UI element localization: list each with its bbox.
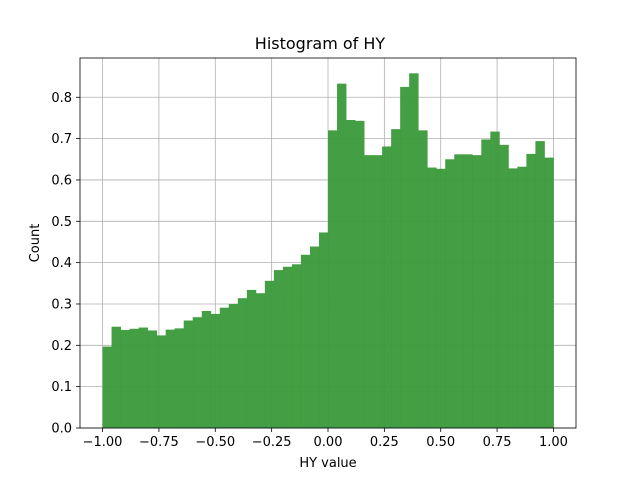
histogram-bar bbox=[364, 155, 374, 429]
histogram-bar bbox=[273, 270, 284, 428]
histogram-bar bbox=[291, 264, 302, 428]
histogram-bar bbox=[427, 167, 437, 428]
histogram-bar bbox=[282, 266, 293, 428]
x-tick-label: 0.25 bbox=[370, 435, 399, 450]
histogram-bar bbox=[508, 168, 518, 428]
histogram-bar bbox=[454, 154, 464, 428]
y-tick-label: 0.5 bbox=[51, 215, 72, 230]
x-tick-label: −0.25 bbox=[252, 435, 292, 450]
histogram-bar bbox=[174, 328, 185, 428]
x-tick-label: 0.75 bbox=[483, 435, 512, 450]
histogram-bar bbox=[544, 157, 554, 428]
histogram-bar bbox=[355, 120, 365, 429]
x-tick-label: 0.50 bbox=[426, 435, 455, 450]
histogram-bar bbox=[445, 159, 455, 428]
histogram-bar bbox=[499, 144, 509, 428]
histogram-bar bbox=[138, 327, 149, 428]
histogram-bar bbox=[183, 320, 194, 428]
y-tick-label: 0.7 bbox=[51, 132, 72, 147]
x-tick-label: −0.75 bbox=[139, 435, 179, 450]
histogram-bar bbox=[535, 141, 545, 428]
x-tick-label: −1.00 bbox=[83, 435, 123, 450]
histogram-bar bbox=[201, 311, 212, 428]
histogram-bar bbox=[463, 154, 473, 428]
histogram-bar bbox=[400, 86, 410, 429]
histogram-bar bbox=[264, 280, 275, 428]
y-ticks: 0.0 0.1 0.2 0.3 0.4 0.5 0.6 0.7 0.8 bbox=[51, 91, 80, 437]
x-tick-label: 1.00 bbox=[539, 435, 568, 450]
histogram-bar bbox=[481, 139, 491, 428]
histogram-bar bbox=[328, 130, 338, 428]
histogram-bar bbox=[129, 328, 140, 428]
histogram-bar bbox=[318, 232, 329, 428]
histogram-bar bbox=[210, 313, 221, 428]
histogram-bar bbox=[111, 326, 121, 428]
histogram-bar bbox=[219, 307, 230, 428]
bars bbox=[102, 73, 554, 429]
histogram-bar bbox=[472, 155, 482, 429]
y-tick-label: 0.8 bbox=[51, 91, 72, 106]
histogram-bar bbox=[517, 166, 527, 428]
histogram-bar bbox=[391, 129, 401, 428]
histogram-bar bbox=[165, 329, 176, 428]
x-tick-label: 0.00 bbox=[314, 435, 343, 450]
y-tick-label: 0.0 bbox=[51, 422, 72, 437]
histogram-bar bbox=[490, 131, 500, 428]
histogram-bar bbox=[255, 293, 266, 428]
y-axis-label: Count bbox=[28, 224, 43, 263]
histogram-bar bbox=[237, 298, 248, 428]
histogram-bar bbox=[346, 120, 356, 428]
histogram-bar bbox=[102, 346, 112, 428]
histogram-bar bbox=[418, 130, 428, 428]
histogram-bar bbox=[156, 335, 167, 428]
histogram-bar bbox=[120, 330, 130, 428]
chart-title: Histogram of HY bbox=[255, 34, 386, 53]
x-axis-label: HY value bbox=[299, 456, 356, 471]
y-tick-label: 0.1 bbox=[51, 380, 72, 395]
y-tick-label: 0.2 bbox=[51, 339, 72, 354]
y-tick-label: 0.4 bbox=[51, 256, 72, 271]
histogram-bar bbox=[300, 254, 311, 428]
y-tick-label: 0.3 bbox=[51, 297, 72, 312]
x-tick-label: −0.50 bbox=[195, 435, 235, 450]
histogram-bar bbox=[382, 146, 392, 428]
histogram-bar bbox=[246, 289, 257, 428]
y-tick-label: 0.6 bbox=[51, 173, 72, 188]
histogram-bar bbox=[526, 153, 536, 428]
histogram-bar bbox=[192, 317, 203, 428]
x-ticks: −1.00 −0.75 −0.50 −0.25 0.00 0.25 0.50 0.75 1.00 bbox=[83, 428, 568, 450]
histogram-bar bbox=[373, 155, 383, 429]
histogram-bar bbox=[409, 73, 419, 429]
histogram-bar bbox=[147, 330, 158, 428]
histogram-bar bbox=[228, 303, 239, 428]
histogram-bar bbox=[337, 83, 347, 428]
histogram-bar bbox=[436, 168, 446, 429]
histogram-bar bbox=[309, 246, 320, 428]
